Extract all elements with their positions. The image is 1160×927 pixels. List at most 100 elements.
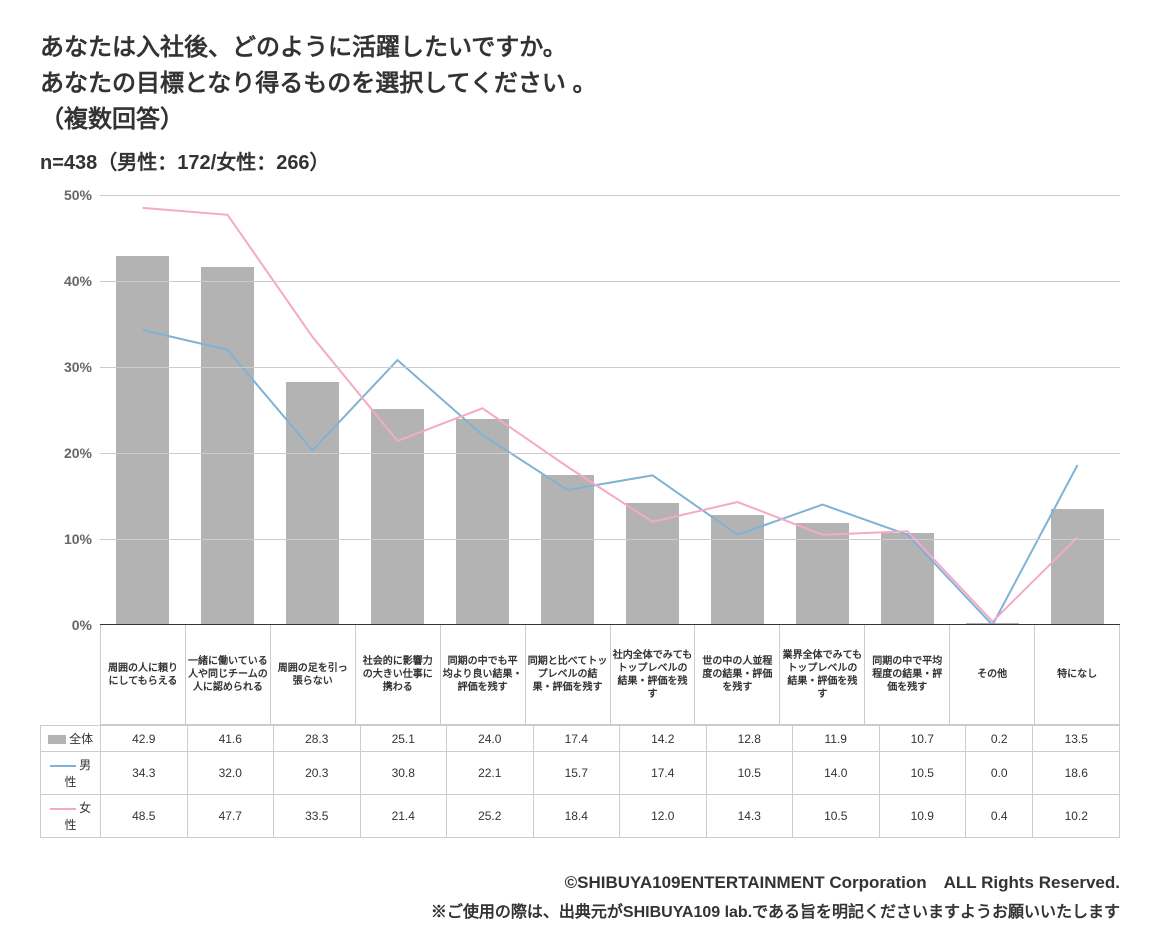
- bar: [626, 503, 679, 625]
- title-line-2: あなたの目標となり得るものを選択してください 。: [40, 66, 1120, 102]
- data-cell: 10.9: [879, 795, 966, 838]
- data-cell: 0.2: [966, 726, 1033, 752]
- y-tick-label: 50%: [64, 187, 92, 203]
- data-cell: 0.0: [966, 752, 1033, 795]
- data-cell: 18.6: [1033, 752, 1120, 795]
- data-cell: 17.4: [533, 726, 620, 752]
- chart-area: 0%10%20%30%40%50% 周囲の人に頼りにしてもらえる一緒に働いている…: [40, 195, 1120, 725]
- table-row-total: 全体 42.941.628.325.124.017.414.212.811.91…: [41, 726, 1120, 752]
- data-cell: 32.0: [187, 752, 274, 795]
- table-row-female: 女性 48.547.733.521.425.218.412.014.310.51…: [41, 795, 1120, 838]
- data-cell: 15.7: [533, 752, 620, 795]
- data-cell: 11.9: [793, 726, 880, 752]
- table-row-male: 男性 34.332.020.330.822.115.717.410.514.01…: [41, 752, 1120, 795]
- legend-label-total: 全体: [69, 732, 93, 746]
- bar-column: [270, 195, 355, 625]
- data-cell: 34.3: [101, 752, 188, 795]
- y-tick-label: 30%: [64, 359, 92, 375]
- bar: [371, 409, 424, 625]
- bar-column: [780, 195, 865, 625]
- gridline: [100, 281, 1120, 282]
- category-labels: 周囲の人に頼りにしてもらえる一緒に働いている人や同じチームの人に認められる周囲の…: [100, 625, 1120, 725]
- gridline: [100, 195, 1120, 196]
- legend-swatch-male-line: [50, 765, 76, 767]
- y-tick-label: 20%: [64, 445, 92, 461]
- bar-column: [525, 195, 610, 625]
- data-cell: 22.1: [447, 752, 534, 795]
- credit-line-1: ©SHIBUYA109ENTERTAINMENT Corporation ALL…: [40, 868, 1120, 899]
- bar: [541, 475, 594, 625]
- y-tick-label: 40%: [64, 273, 92, 289]
- bar-column: [355, 195, 440, 625]
- data-table: 全体 42.941.628.325.124.017.414.212.811.91…: [40, 725, 1120, 838]
- data-cell: 12.0: [620, 795, 707, 838]
- category-label: 業界全体でみてもトップレベルの結果・評価を残す: [780, 625, 865, 725]
- bar: [286, 382, 339, 625]
- data-cell: 21.4: [360, 795, 447, 838]
- legend-label-female: 女性: [64, 801, 91, 832]
- data-cell: 10.7: [879, 726, 966, 752]
- data-cell: 28.3: [274, 726, 361, 752]
- category-label: 特になし: [1035, 625, 1120, 725]
- chart-subtitle: n=438（男性：172/女性：266）: [40, 146, 1120, 175]
- bar-column: [100, 195, 185, 625]
- legend-swatch-bar: [48, 735, 66, 744]
- y-tick-label: 0%: [72, 617, 92, 633]
- category-label: その他: [950, 625, 1035, 725]
- data-cell: 10.5: [793, 795, 880, 838]
- bar-column: [185, 195, 270, 625]
- credit-line-2: ※ご使用の際は、出典元がSHIBUYA109 lab.である旨を明記くださいます…: [40, 899, 1120, 927]
- legend-label-male: 男性: [64, 758, 91, 789]
- bar-column: [610, 195, 695, 625]
- bar-column: [1035, 195, 1120, 625]
- category-label: 一緒に働いている人や同じチームの人に認められる: [186, 625, 271, 725]
- category-label: 社内全体でみてもトップレベルの結果・評価を残す: [611, 625, 696, 725]
- bar-column: [865, 195, 950, 625]
- bar: [116, 256, 169, 625]
- bar-column: [440, 195, 525, 625]
- data-cell: 41.6: [187, 726, 274, 752]
- data-cell: 30.8: [360, 752, 447, 795]
- gridline: [100, 367, 1120, 368]
- data-cell: 48.5: [101, 795, 188, 838]
- legend-swatch-female-line: [50, 808, 76, 810]
- gridline: [100, 539, 1120, 540]
- data-cell: 10.2: [1033, 795, 1120, 838]
- bar-group: [100, 195, 1120, 625]
- data-cell: 14.2: [620, 726, 707, 752]
- data-cell: 10.5: [706, 752, 793, 795]
- data-cell: 33.5: [274, 795, 361, 838]
- data-cell: 14.0: [793, 752, 880, 795]
- y-tick-label: 10%: [64, 531, 92, 547]
- data-cell: 12.8: [706, 726, 793, 752]
- gridline: [100, 453, 1120, 454]
- data-cell: 25.1: [360, 726, 447, 752]
- data-cell: 18.4: [533, 795, 620, 838]
- plot-area: [100, 195, 1120, 625]
- bar-column: [695, 195, 780, 625]
- category-label: 同期の中でも平均より良い結果・評価を残す: [441, 625, 526, 725]
- legend-cell-male: 男性: [41, 752, 101, 795]
- data-cell: 13.5: [1033, 726, 1120, 752]
- bar: [1051, 509, 1104, 625]
- legend-cell-total: 全体: [41, 726, 101, 752]
- y-axis: 0%10%20%30%40%50%: [40, 195, 100, 625]
- chart-title: あなたは入社後、どのように活躍したいですか。 あなたの目標となり得るものを選択し…: [40, 30, 1120, 138]
- legend-cell-female: 女性: [41, 795, 101, 838]
- category-label: 同期と比べてトップレベルの結果・評価を残す: [526, 625, 611, 725]
- data-cell: 47.7: [187, 795, 274, 838]
- title-line-1: あなたは入社後、どのように活躍したいですか。: [40, 30, 1120, 66]
- title-line-3: （複数回答）: [40, 102, 1120, 138]
- data-cell: 42.9: [101, 726, 188, 752]
- category-label: 世の中の人並程度の結果・評価を残す: [695, 625, 780, 725]
- category-label: 同期の中で平均程度の結果・評価を残す: [865, 625, 950, 725]
- category-label: 周囲の人に頼りにしてもらえる: [101, 625, 186, 725]
- data-cell: 0.4: [966, 795, 1033, 838]
- category-label: 社会的に影響力の大きい仕事に携わる: [356, 625, 441, 725]
- bar: [881, 533, 934, 625]
- category-label: 周囲の足を引っ張らない: [271, 625, 356, 725]
- data-cell: 24.0: [447, 726, 534, 752]
- data-cell: 10.5: [879, 752, 966, 795]
- data-cell: 25.2: [447, 795, 534, 838]
- data-cell: 17.4: [620, 752, 707, 795]
